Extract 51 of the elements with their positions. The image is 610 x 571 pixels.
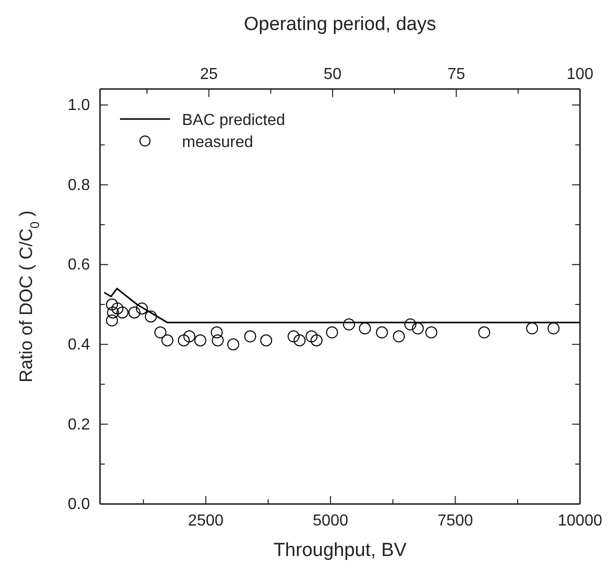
x-axis-title: Throughput, BV — [273, 540, 407, 561]
point — [244, 330, 256, 342]
y-tick-label: 0.8 — [68, 176, 90, 194]
point — [260, 334, 272, 346]
point — [358, 322, 371, 334]
legend-label: measured — [182, 134, 254, 151]
point — [161, 334, 174, 346]
y-tick-label: 0.6 — [68, 256, 90, 274]
point — [144, 310, 157, 322]
x-tick-label: 5000 — [312, 512, 348, 530]
point — [404, 318, 416, 330]
point — [526, 322, 538, 334]
point — [178, 334, 190, 346]
y-tick-label: 0.2 — [68, 416, 90, 434]
x-tick-label: 2500 — [188, 512, 224, 530]
point — [212, 334, 224, 346]
point — [106, 306, 119, 318]
y-tick-label: 0.4 — [68, 336, 90, 354]
point — [392, 330, 405, 342]
point — [425, 326, 438, 338]
x2-tick-label: 25 — [200, 66, 218, 83]
text: 1.0 — [68, 97, 90, 114]
point — [376, 326, 388, 338]
point — [128, 306, 140, 318]
point — [111, 302, 124, 314]
point — [306, 330, 318, 342]
point — [210, 326, 223, 338]
x2-axis-title: Operating period, days — [244, 14, 436, 35]
point — [310, 334, 323, 346]
x-tick-label: 10000 — [558, 512, 602, 530]
point — [294, 334, 306, 346]
point — [478, 326, 490, 338]
point — [183, 330, 196, 342]
point — [342, 318, 355, 330]
legend-label: BAC predicted — [182, 112, 286, 129]
point — [227, 338, 240, 350]
x2-tick-label: 50 — [324, 66, 342, 83]
point — [154, 326, 166, 338]
point — [116, 306, 128, 318]
point — [106, 298, 118, 310]
x2-tick-label: 100 — [566, 66, 594, 83]
point — [106, 314, 118, 326]
point — [326, 326, 338, 338]
text: 0.0 — [68, 496, 90, 514]
point — [548, 322, 560, 334]
x2-tick-label: 75 — [447, 66, 466, 83]
point — [412, 322, 424, 334]
x-tick-label: 7500 — [437, 512, 474, 530]
point — [194, 334, 206, 346]
point — [136, 302, 148, 314]
point — [288, 330, 300, 342]
